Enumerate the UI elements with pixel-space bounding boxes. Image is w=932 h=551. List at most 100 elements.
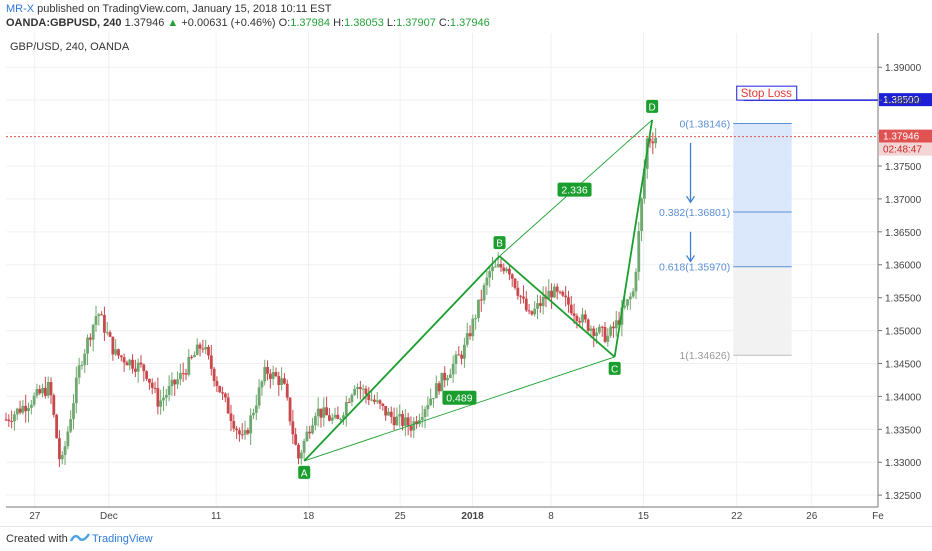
candle-body [370, 399, 373, 401]
candle-body [328, 415, 331, 421]
candle-body [477, 299, 480, 319]
candle-body [493, 266, 497, 268]
abcd-pattern[interactable]: A B C D 2.336 0.489 [298, 99, 659, 480]
pattern-point-label: B [496, 239, 503, 250]
author-name[interactable]: MR-X [6, 3, 35, 15]
y-tick-label: 1.35000 [885, 327, 922, 338]
candle-body [434, 383, 438, 399]
candle-body [614, 320, 618, 329]
candle-body [533, 308, 537, 315]
candle-body [536, 303, 539, 309]
pattern-ratio-tag [442, 390, 477, 405]
fib-arrow-down-icon [685, 195, 696, 204]
candle-body [201, 348, 205, 350]
candle-body [176, 379, 179, 385]
candle-body [226, 397, 230, 414]
y-tick-label: 1.37000 [885, 195, 922, 206]
candle-body [58, 438, 61, 460]
candle-body [29, 404, 33, 408]
candle-body [409, 425, 413, 431]
stop-loss-tool[interactable]: Stop Loss 1.38500 [736, 85, 932, 107]
candle-body [131, 359, 134, 369]
candle-body [561, 291, 565, 296]
candle-body [569, 304, 573, 314]
last-price-label: 1.37946 [883, 132, 920, 143]
fibonacci-tool[interactable]: 0(1.38146) 0.382(1.36801) 0.618(1.35970) 1(… [659, 118, 792, 362]
candle-body [260, 381, 264, 388]
candle-body [72, 403, 75, 420]
candle-body [18, 408, 22, 413]
candle-body [358, 387, 362, 390]
candle-body [207, 346, 210, 356]
stop-loss-box [736, 85, 798, 101]
candle-body [479, 299, 483, 301]
pattern-leg [613, 119, 654, 358]
tradingview-brand[interactable]: TradingView [92, 533, 153, 545]
candle-body [288, 397, 292, 422]
x-tick-label: 18 [303, 511, 315, 522]
fib-level-label: 0(1.38146) [679, 118, 730, 130]
candle-body [429, 398, 433, 406]
candle-body [60, 455, 64, 460]
candle-body [111, 336, 115, 355]
candle-body [488, 271, 492, 278]
candle-body [491, 266, 494, 272]
y-tick-label: 1.37500 [885, 162, 922, 173]
y-tick-label: 1.34000 [885, 392, 922, 403]
x-tick-label: 26 [806, 511, 818, 522]
candle-body [448, 374, 452, 378]
y-tick-label: 1.36000 [885, 261, 922, 272]
y-tick-label: 1.32500 [885, 491, 922, 502]
candle-body [108, 332, 112, 337]
candle-body [263, 366, 267, 382]
candle-body [223, 393, 227, 398]
pattern-point-tag [298, 465, 311, 479]
change-value: +0.00631 (+0.46%) [181, 17, 276, 29]
candle-body [187, 356, 191, 375]
candle-body [642, 168, 646, 199]
candle-body [294, 434, 298, 445]
candle-body [63, 446, 67, 456]
candle-body [401, 413, 404, 426]
candle-body [184, 373, 188, 375]
candle-body [15, 408, 19, 415]
candle-body [583, 314, 587, 320]
y-tick-label: 1.38500 [885, 96, 922, 107]
price-chart[interactable]: 0(1.38146) 0.382(1.36801) 0.618(1.35970) 1(… [0, 33, 932, 523]
candle-body [406, 417, 410, 426]
candle-body [297, 444, 300, 459]
candle-body [626, 299, 629, 306]
stop-loss-price-label: 1.38500 [883, 95, 920, 106]
candle-body [322, 407, 326, 418]
candle-body [266, 366, 269, 374]
candle-body [471, 318, 475, 337]
candle-body [178, 373, 182, 380]
candle-body [612, 326, 615, 329]
candle-body [502, 267, 506, 272]
candle-body [97, 314, 101, 317]
x-tick-label: 25 [395, 511, 407, 522]
candle-body [198, 344, 202, 349]
low-label: L: [386, 17, 397, 29]
candle-body [311, 425, 314, 434]
candle-body [375, 400, 379, 402]
candle-body [389, 411, 393, 417]
candle-body [291, 421, 295, 435]
pattern-point-label: D [649, 102, 656, 113]
candle-body [319, 408, 323, 418]
candle-body [510, 274, 514, 279]
candle-body [133, 368, 137, 372]
candle-body [609, 326, 613, 336]
candle-body [145, 371, 149, 379]
candle-body [35, 389, 39, 396]
candle-body [125, 362, 129, 366]
candle-body [170, 379, 174, 387]
candle-body [103, 315, 106, 333]
candle-body [505, 268, 508, 272]
candle-body [193, 355, 196, 358]
open-value: 1.37984 [290, 17, 331, 29]
candle-body [195, 344, 199, 356]
candle-body [139, 362, 143, 365]
chart-title: GBP/USD, 240, OANDA [10, 41, 130, 53]
candle-body [530, 311, 534, 315]
